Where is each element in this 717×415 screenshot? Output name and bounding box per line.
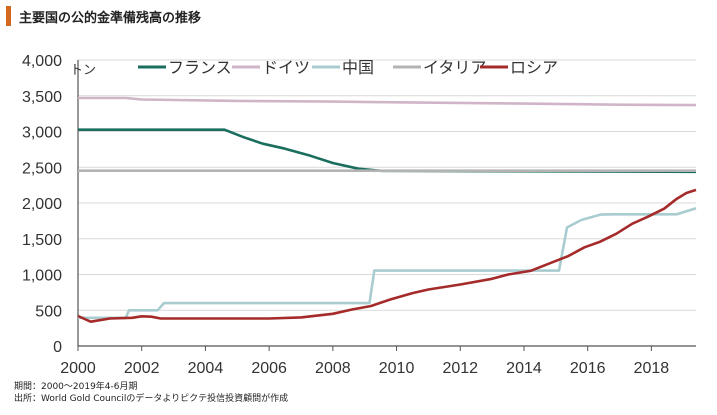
y-tick-label-500: 500	[35, 303, 62, 320]
note-source: 出所：World Gold Councilのデータよりピクテ投信投資顧問が作成	[14, 394, 289, 404]
chart-title: 主要国の公的金準備残高の推移	[19, 10, 202, 26]
y-tick-label-2000: 2,000	[22, 196, 62, 213]
title-accent-bar	[6, 6, 11, 26]
legend-label-4: ロシア	[510, 58, 558, 77]
x-tick-label-2000: 2000	[60, 360, 96, 377]
chart-header: 主要国の公的金準備残高の推移	[6, 6, 201, 26]
y-tick-label-2500: 2,500	[22, 160, 62, 177]
y-axis-unit-label: トン	[70, 63, 96, 78]
x-tick-label-2006: 2006	[251, 360, 287, 377]
x-tick-label-2004: 2004	[188, 360, 224, 377]
series-line-4	[77, 188, 697, 323]
y-tick-label-4000: 4,000	[22, 53, 62, 70]
x-tick-label-2016: 2016	[570, 360, 606, 377]
legend-label-3: イタリア	[423, 58, 486, 77]
x-tick-label-2002: 2002	[124, 360, 160, 377]
series-line-2	[78, 207, 697, 320]
y-tick-label-1000: 1,000	[22, 268, 62, 285]
y-tick-label-0: 0	[53, 339, 62, 356]
legend-label-0: フランス	[168, 58, 232, 77]
series-line-1	[78, 96, 697, 107]
y-tick-label-3500: 3,500	[22, 89, 62, 106]
note-period: 期間：2000～2019年4-6月期	[14, 382, 138, 392]
y-tick-label-1500: 1,500	[22, 232, 62, 249]
y-tick-label-3000: 3,000	[22, 125, 62, 142]
series-line-0	[78, 128, 697, 174]
legend-label-1: ドイツ	[262, 58, 310, 77]
x-tick-label-2008: 2008	[315, 360, 351, 377]
chart-notes: 期間：2000～2019年4-6月期 出所：World Gold Council…	[14, 381, 288, 405]
x-tick-label-2010: 2010	[379, 360, 415, 377]
x-tick-label-2012: 2012	[442, 360, 478, 377]
x-tick-label-2014: 2014	[506, 360, 542, 377]
legend-label-2: 中国	[342, 58, 374, 77]
x-tick-label-2018: 2018	[634, 360, 670, 377]
